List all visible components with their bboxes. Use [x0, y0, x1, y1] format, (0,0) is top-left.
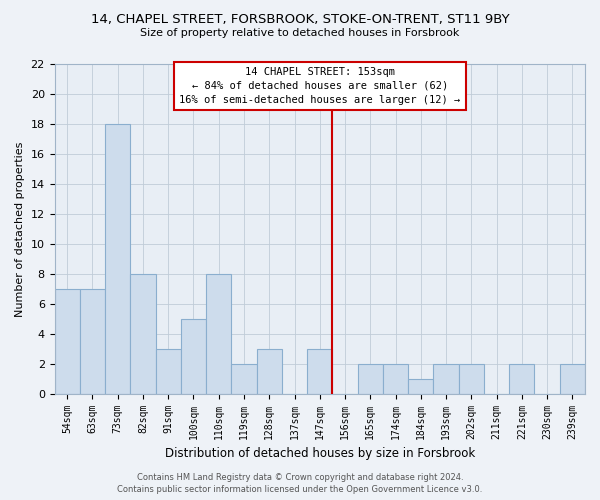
Text: 14, CHAPEL STREET, FORSBROOK, STOKE-ON-TRENT, ST11 9BY: 14, CHAPEL STREET, FORSBROOK, STOKE-ON-T… — [91, 12, 509, 26]
Bar — [433, 364, 458, 394]
Bar — [232, 364, 257, 394]
Bar — [130, 274, 155, 394]
Bar — [358, 364, 383, 394]
Bar — [307, 348, 332, 394]
Text: Size of property relative to detached houses in Forsbrook: Size of property relative to detached ho… — [140, 28, 460, 38]
Bar — [155, 348, 181, 394]
Bar — [458, 364, 484, 394]
Bar — [105, 124, 130, 394]
Bar — [80, 289, 105, 394]
X-axis label: Distribution of detached houses by size in Forsbrook: Distribution of detached houses by size … — [164, 447, 475, 460]
Bar — [509, 364, 535, 394]
Y-axis label: Number of detached properties: Number of detached properties — [15, 141, 25, 316]
Bar — [206, 274, 232, 394]
Text: 14 CHAPEL STREET: 153sqm
← 84% of detached houses are smaller (62)
16% of semi-d: 14 CHAPEL STREET: 153sqm ← 84% of detach… — [179, 67, 460, 105]
Bar — [408, 378, 433, 394]
Bar — [181, 319, 206, 394]
Bar — [257, 348, 282, 394]
Bar — [560, 364, 585, 394]
Text: Contains HM Land Registry data © Crown copyright and database right 2024.
Contai: Contains HM Land Registry data © Crown c… — [118, 472, 482, 494]
Bar — [55, 289, 80, 394]
Bar — [383, 364, 408, 394]
